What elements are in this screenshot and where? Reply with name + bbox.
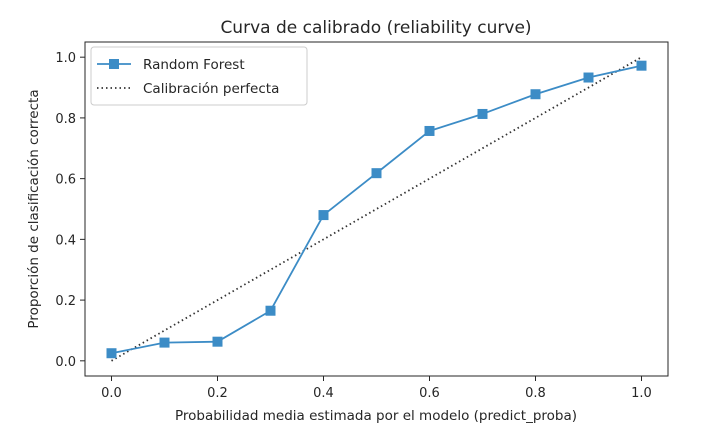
series-line-perfect-calibration bbox=[111, 56, 642, 362]
data-point-random-forest bbox=[477, 108, 488, 119]
x-axis-label: Probabilidad media estimada por el model… bbox=[175, 408, 577, 424]
data-point-random-forest bbox=[106, 348, 117, 359]
data-point-random-forest bbox=[318, 210, 329, 221]
data-point-random-forest bbox=[371, 168, 382, 179]
data-point-random-forest bbox=[265, 305, 276, 316]
data-point-random-forest bbox=[530, 89, 541, 100]
y-tick-label: 0.0 bbox=[55, 355, 76, 370]
plot-area-frame bbox=[84, 41, 669, 377]
data-point-random-forest bbox=[424, 125, 435, 136]
chart-title: Curva de calibrado (reliability curve) bbox=[220, 18, 531, 38]
series-layer bbox=[106, 56, 647, 362]
legend-rf-square-marker-icon bbox=[109, 59, 119, 69]
legend-label-random-forest: Random Forest bbox=[143, 57, 245, 73]
data-point-random-forest bbox=[212, 336, 223, 347]
y-tick-label: 1.0 bbox=[55, 51, 76, 66]
x-tick-label: 0.8 bbox=[525, 386, 546, 401]
x-axis: 0.0 0.2 0.4 0.6 0.8 1.0 bbox=[101, 376, 652, 401]
data-point-random-forest bbox=[159, 337, 170, 348]
y-axis-label: Proporción de clasificación correcta bbox=[26, 89, 42, 328]
y-tick-label: 0.6 bbox=[55, 173, 76, 188]
x-tick-label: 1.0 bbox=[631, 386, 652, 401]
y-tick-label: 0.4 bbox=[55, 233, 76, 248]
data-point-random-forest bbox=[583, 72, 594, 83]
legend-frame bbox=[90, 46, 308, 106]
legend-label-perfect-calibration: Calibración perfecta bbox=[143, 81, 279, 97]
x-tick-label: 0.0 bbox=[101, 386, 122, 401]
x-tick-label: 0.6 bbox=[419, 386, 440, 401]
y-axis: 0.0 0.2 0.4 0.6 0.8 1.0 bbox=[55, 51, 85, 370]
x-tick-label: 0.2 bbox=[207, 386, 228, 401]
y-tick-label: 0.2 bbox=[55, 294, 76, 309]
x-tick-label: 0.4 bbox=[313, 386, 334, 401]
legend: Random Forest Calibración perfecta bbox=[90, 46, 308, 106]
y-tick-label: 0.8 bbox=[55, 112, 76, 127]
data-point-random-forest bbox=[636, 60, 647, 71]
